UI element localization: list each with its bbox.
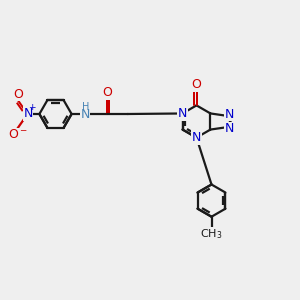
Text: N: N [224, 108, 234, 121]
Text: N: N [178, 107, 187, 120]
Text: CH$_3$: CH$_3$ [200, 227, 223, 241]
Text: O: O [192, 78, 201, 91]
Text: O: O [102, 86, 112, 99]
Text: N: N [192, 131, 201, 144]
Text: +: + [28, 103, 35, 112]
Text: N: N [23, 107, 33, 120]
Text: O$^-$: O$^-$ [8, 128, 28, 142]
Text: H: H [82, 102, 89, 112]
Text: O: O [13, 88, 23, 101]
Text: N: N [80, 107, 90, 121]
Text: N: N [224, 122, 234, 135]
